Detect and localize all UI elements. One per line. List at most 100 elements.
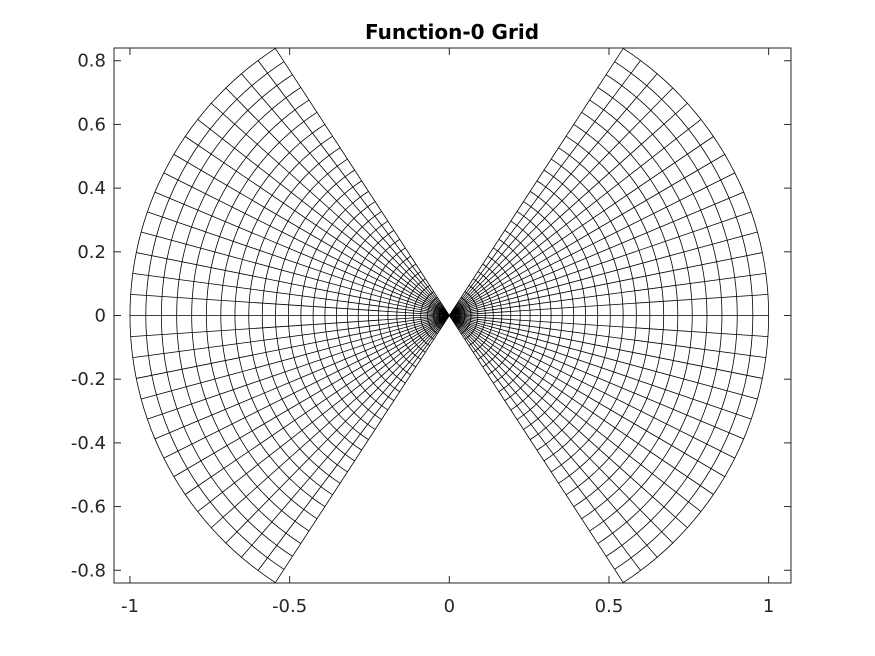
arc-line: [205, 111, 318, 520]
arc-line: [412, 285, 430, 346]
chart-title: Function-0 Grid: [365, 20, 539, 44]
arc-line: [234, 135, 333, 496]
arc-line: [427, 296, 438, 335]
radial-line: [449, 315, 763, 379]
arc-line: [191, 99, 310, 532]
arc-line: [573, 124, 679, 507]
arc-line: [589, 99, 708, 532]
x-tick-label: 0.5: [595, 596, 624, 617]
arc-line: [433, 302, 442, 329]
arc-line: [452, 310, 456, 321]
arc-line: [482, 263, 512, 368]
radial-line: [257, 60, 450, 316]
radial-line: [449, 119, 702, 316]
radial-line: [449, 293, 768, 316]
arc-line: [597, 87, 723, 544]
radial-line: [275, 48, 450, 316]
x-axis: -1 -0.5 0 0.5 1: [121, 48, 774, 617]
y-tick-label: -0.4: [71, 433, 106, 454]
arc-line: [368, 247, 406, 384]
arc-line: [457, 302, 466, 329]
radial-line: [449, 315, 674, 544]
radial-line: [147, 315, 450, 420]
arc-line: [464, 291, 479, 340]
arc-line: [396, 271, 421, 360]
y-tick-label: 0.6: [77, 114, 106, 135]
radial-line: [210, 102, 450, 316]
arc-line: [614, 61, 754, 570]
arc-line: [498, 238, 541, 393]
arc-line: [454, 306, 460, 325]
y-tick-label: -0.2: [71, 369, 106, 390]
arc-line: [477, 271, 503, 360]
arc-line: [446, 313, 449, 318]
arc-line: [145, 61, 285, 570]
radial-line: [136, 252, 450, 316]
mesh-grid: [129, 48, 770, 583]
arc-line: [300, 191, 369, 440]
radial-line: [154, 191, 450, 316]
arc-line: [261, 158, 348, 473]
radial-line: [197, 119, 450, 316]
y-tick-label: 0.2: [77, 242, 106, 263]
arc-line: [605, 74, 738, 557]
arc-line: [335, 220, 389, 411]
arc-line: [420, 291, 434, 340]
arc-line: [543, 169, 624, 462]
radial-line: [449, 136, 714, 316]
y-tick-label: 0.4: [77, 178, 106, 199]
arc-line: [550, 158, 637, 473]
radial-line: [449, 172, 736, 316]
radial-line: [449, 315, 702, 512]
radial-line: [448, 315, 641, 571]
arc-line: [275, 169, 355, 462]
radial-line: [154, 315, 450, 440]
arc-line: [129, 48, 276, 583]
radial-line: [197, 315, 450, 512]
radial-line: [449, 87, 674, 316]
radial-line: [147, 211, 450, 316]
arc-line: [504, 230, 552, 401]
arc-line: [324, 211, 382, 420]
arc-line: [443, 310, 447, 321]
arc-line: [493, 247, 531, 384]
arc-line: [357, 238, 400, 393]
radial-line: [173, 315, 450, 477]
radial-line: [449, 315, 744, 440]
arc-line: [558, 147, 651, 484]
y-tick-label: 0.8: [77, 51, 106, 72]
radial-line: [132, 315, 450, 359]
radial-line: [141, 231, 450, 316]
radial-line: [449, 315, 688, 529]
arc-line: [438, 306, 445, 325]
radial-line: [136, 315, 450, 379]
radial-line: [449, 191, 744, 316]
radial-line: [132, 272, 450, 316]
arc-line: [460, 296, 472, 335]
radial-line: [449, 315, 768, 338]
radial-line: [449, 211, 752, 316]
radial-line: [184, 315, 450, 495]
y-tick-label: 0: [95, 306, 106, 327]
radial-line: [449, 315, 725, 477]
radial-line: [163, 315, 450, 459]
arc-line: [377, 255, 411, 376]
x-tick-label: 0: [444, 596, 455, 617]
arc-line: [529, 191, 599, 440]
y-tick-label: -0.8: [71, 560, 106, 581]
radial-line: [130, 293, 450, 316]
arc-line: [220, 124, 326, 507]
radial-line: [163, 172, 450, 316]
arc-line: [487, 255, 521, 376]
radial-line: [449, 315, 752, 420]
radial-line: [449, 315, 714, 495]
arc-line: [468, 285, 486, 346]
radial-line: [241, 315, 450, 558]
radial-line: [141, 315, 450, 400]
arc-line: [473, 278, 494, 353]
arc-line: [347, 230, 395, 401]
arc-line: [536, 180, 611, 451]
radial-line: [448, 60, 641, 316]
radial-line: [184, 136, 450, 316]
